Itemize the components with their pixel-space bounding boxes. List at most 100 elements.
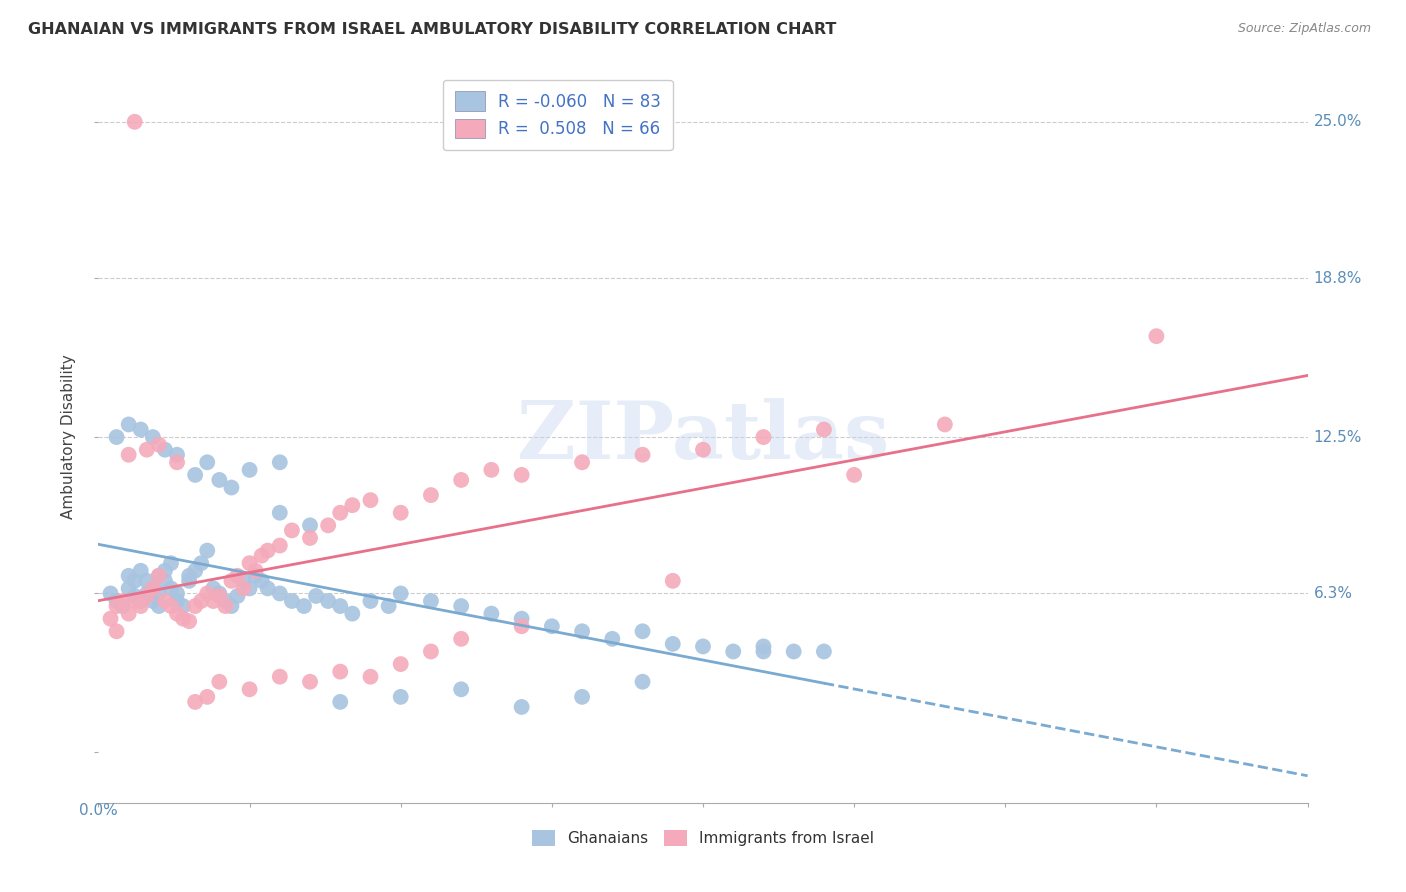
Point — [256, 543, 278, 558]
Point — [934, 417, 956, 432]
Point — [221, 599, 243, 613]
Point — [195, 586, 218, 600]
Point — [723, 644, 745, 658]
Point — [389, 690, 412, 704]
Point — [226, 569, 249, 583]
Point — [250, 549, 273, 563]
Point — [692, 442, 714, 457]
Point — [245, 564, 267, 578]
Point — [269, 506, 291, 520]
Text: ZIPatlas: ZIPatlas — [517, 398, 889, 476]
Point — [135, 574, 157, 588]
Point — [111, 599, 134, 613]
Point — [214, 599, 236, 613]
Point — [118, 582, 141, 596]
Point — [813, 423, 835, 437]
Point — [105, 599, 128, 613]
Point — [256, 582, 278, 596]
Point — [105, 430, 128, 444]
Point — [661, 574, 683, 588]
Point — [316, 594, 339, 608]
Point — [342, 498, 364, 512]
Point — [450, 632, 472, 646]
Point — [184, 695, 207, 709]
Point — [190, 594, 212, 608]
Point — [208, 586, 231, 600]
Point — [232, 582, 254, 596]
Point — [245, 569, 267, 583]
Point — [250, 574, 273, 588]
Point — [160, 556, 183, 570]
Text: 6.3%: 6.3% — [1313, 586, 1353, 601]
Point — [142, 582, 165, 596]
Point — [510, 467, 533, 482]
Point — [166, 455, 188, 469]
Point — [299, 518, 322, 533]
Point — [305, 589, 328, 603]
Point — [239, 463, 262, 477]
Point — [142, 594, 165, 608]
Point — [221, 574, 243, 588]
Point — [269, 670, 291, 684]
Text: 0.0%: 0.0% — [79, 803, 118, 818]
Point — [118, 607, 141, 621]
Text: GHANAIAN VS IMMIGRANTS FROM ISRAEL AMBULATORY DISABILITY CORRELATION CHART: GHANAIAN VS IMMIGRANTS FROM ISRAEL AMBUL… — [28, 22, 837, 37]
Point — [342, 607, 364, 621]
Point — [100, 612, 122, 626]
Point — [208, 473, 231, 487]
Point — [135, 586, 157, 600]
Text: 25.0%: 25.0% — [1313, 114, 1362, 129]
Point — [329, 599, 352, 613]
Point — [148, 586, 170, 600]
Point — [148, 569, 170, 583]
Point — [166, 594, 188, 608]
Point — [299, 531, 322, 545]
Point — [124, 574, 146, 588]
Point — [208, 589, 231, 603]
Point — [540, 619, 562, 633]
Point — [226, 589, 249, 603]
Point — [124, 115, 146, 129]
Point — [172, 599, 194, 613]
Point — [269, 539, 291, 553]
Point — [239, 682, 262, 697]
Point — [420, 644, 443, 658]
Point — [118, 569, 141, 583]
Point — [281, 524, 304, 538]
Point — [420, 488, 443, 502]
Point — [420, 594, 443, 608]
Point — [129, 423, 152, 437]
Point — [389, 586, 412, 600]
Point — [179, 614, 201, 628]
Point — [184, 564, 207, 578]
Point — [166, 607, 188, 621]
Point — [481, 463, 503, 477]
Point — [752, 430, 775, 444]
Point — [631, 674, 654, 689]
Point — [510, 619, 533, 633]
Point — [160, 599, 183, 613]
Point — [631, 624, 654, 639]
Point — [360, 493, 382, 508]
Point — [450, 599, 472, 613]
Point — [195, 543, 218, 558]
Point — [105, 624, 128, 639]
Point — [153, 594, 176, 608]
Point — [153, 564, 176, 578]
Point — [202, 582, 225, 596]
Point — [142, 582, 165, 596]
Point — [329, 506, 352, 520]
Point — [129, 594, 152, 608]
Point — [844, 467, 866, 482]
Point — [239, 556, 262, 570]
Point — [179, 574, 201, 588]
Point — [631, 448, 654, 462]
Point — [360, 594, 382, 608]
Point — [129, 599, 152, 613]
Point — [389, 657, 412, 671]
Point — [166, 586, 188, 600]
Point — [129, 564, 152, 578]
Point — [135, 589, 157, 603]
Point — [232, 574, 254, 588]
Point — [184, 599, 207, 613]
